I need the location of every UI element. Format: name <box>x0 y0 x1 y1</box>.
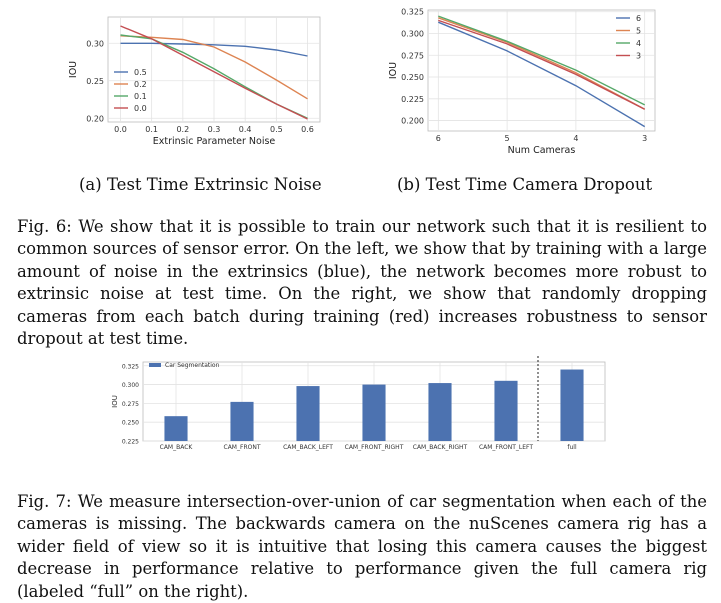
chart-a-xtick-label: 0.1 <box>145 125 158 134</box>
chart-b-ytick-label: 0.325 <box>401 8 424 17</box>
chart-c-bar-CAM_BACK_LEFT <box>296 386 320 441</box>
chart-a-series-line-0.2 <box>120 35 308 100</box>
chart-c-xtick-label: full <box>567 444 577 451</box>
chart-b-series-line-5 <box>438 17 646 110</box>
chart-a-legend-label: 0.0 <box>134 104 147 113</box>
chart-c-bar-full <box>560 369 584 441</box>
chart-b-legend-label: 6 <box>636 14 641 23</box>
chart-c-xtick-label: CAM_BACK <box>160 444 194 451</box>
subcaption-a: (a) Test Time Extrinsic Noise <box>79 175 322 194</box>
chart-b-xtick-label: 6 <box>436 134 441 143</box>
chart-c-bar-CAM_FRONT_LEFT <box>494 380 518 441</box>
chart-c-ytick-label: 0.275 <box>122 401 139 408</box>
chart-c-ylabel: IOU <box>111 395 119 408</box>
chart-a-ytick-label: 0.25 <box>86 77 104 86</box>
subcaption-b: (b) Test Time Camera Dropout <box>397 175 653 194</box>
chart-camera-dropout-svg: 0.200 0.225 0.250 0.275 0.300 0.325 6 5 4 3 6 5 4 3 Nu… <box>388 8 656 156</box>
chart-c-xtick-label: CAM_FRONT_LEFT <box>479 444 533 451</box>
chart-a-series-line-0.5 <box>120 42 308 57</box>
chart-c-xtick-label: CAM_FRONT_RIGHT <box>345 444 404 451</box>
chart-a-xtick-label: 0.5 <box>270 125 283 134</box>
chart-c-xtick-label: CAM_FRONT <box>224 444 261 451</box>
chart-a-xlabel: Extrinsic Parameter Noise <box>153 136 276 147</box>
chart-a-xtick-label: 0.4 <box>239 125 252 134</box>
chart-a-xtick-label: 0.0 <box>114 125 127 134</box>
chart-c-bar-CAM_BACK_RIGHT <box>428 383 452 441</box>
chart-c-ytick-label: 0.325 <box>122 363 139 370</box>
chart-a-series-line-0.0 <box>120 25 308 120</box>
chart-b-ytick-label: 0.225 <box>401 95 424 104</box>
chart-c-ytick-label: 0.300 <box>122 382 139 389</box>
figure-7-caption: Fig. 7: We measure intersection-over-uni… <box>17 492 707 601</box>
chart-b-series-line-4 <box>438 15 646 106</box>
chart-a-xtick-label: 0.2 <box>176 125 189 134</box>
chart-a-legend-label: 0.1 <box>134 92 147 101</box>
chart-a-xtick-label: 0.6 <box>301 125 314 134</box>
chart-c-legend-label: Car Segmentation <box>165 362 220 369</box>
chart-a-legend-label: 0.2 <box>134 80 147 89</box>
chart-b-xlabel: Num Cameras <box>508 145 576 156</box>
chart-c-ytick-label: 0.250 <box>122 420 139 427</box>
chart-c-bar-CAM_BACK <box>164 416 188 441</box>
chart-camera-missing-svg: 0.225 0.250 0.275 0.300 0.325 CAM_BACK CAM_FRO… <box>111 356 606 451</box>
chart-a-ytick-label: 0.30 <box>86 39 104 48</box>
chart-b-xtick-label: 4 <box>573 134 578 143</box>
chart-b-legend-label: 3 <box>636 52 641 61</box>
chart-c-ytick-label: 0.225 <box>122 439 139 446</box>
chart-b-ytick-label: 0.250 <box>401 73 424 82</box>
chart-b-xtick-label: 3 <box>642 134 647 143</box>
chart-b-ytick-label: 0.300 <box>401 30 424 39</box>
chart-a-ylabel: IOU <box>68 61 79 78</box>
chart-extrinsic-noise: 0.20 0.25 0.30 0.0 0.1 0.2 0.3 0.4 0.5 0.6 0.5 0.2 0… <box>68 10 330 150</box>
chart-c-bar-CAM_FRONT_RIGHT <box>362 384 386 441</box>
chart-a-ytick-label: 0.20 <box>86 114 104 123</box>
chart-c-xtick-label: CAM_BACK_RIGHT <box>413 444 468 451</box>
chart-b-series-line-6 <box>438 21 646 128</box>
chart-c-xtick-label: CAM_BACK_LEFT <box>283 444 333 451</box>
chart-a-legend-label: 0.5 <box>134 68 147 77</box>
chart-b-ytick-label: 0.200 <box>401 117 424 126</box>
chart-b-ylabel: IOU <box>388 62 399 79</box>
chart-camera-missing: 0.225 0.250 0.275 0.300 0.325 CAM_BACK CAM_FRO… <box>105 356 615 458</box>
chart-b-legend-label: 4 <box>636 39 641 48</box>
chart-a-xtick-label: 0.3 <box>208 125 221 134</box>
chart-c-legend-swatch <box>149 363 161 367</box>
chart-b-ytick-label: 0.275 <box>401 51 424 60</box>
chart-b-xtick-label: 5 <box>505 134 510 143</box>
chart-camera-dropout: 0.200 0.225 0.250 0.275 0.300 0.325 6 5 4 3 6 5 4 3 Nu… <box>380 2 670 162</box>
chart-b-series-line-3 <box>438 19 646 110</box>
chart-extrinsic-noise-svg: 0.20 0.25 0.30 0.0 0.1 0.2 0.3 0.4 0.5 0.6 0.5 0.2 0… <box>68 16 321 147</box>
chart-b-legend-label: 5 <box>636 27 641 36</box>
figure-6-caption: Fig. 6: We show that it is possible to t… <box>17 217 707 349</box>
chart-c-bar-CAM_FRONT <box>230 401 254 441</box>
